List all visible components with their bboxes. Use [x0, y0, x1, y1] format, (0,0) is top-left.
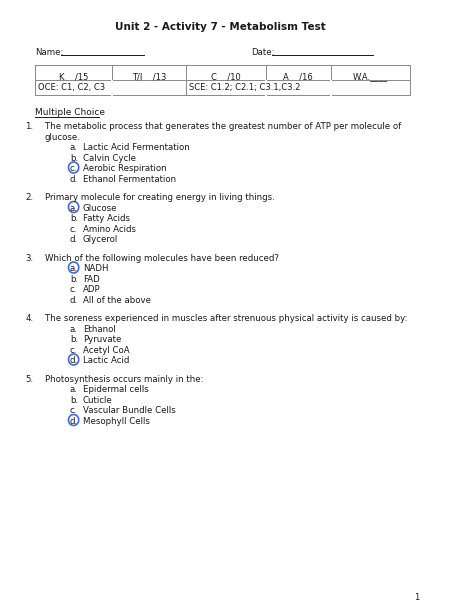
Text: c.: c. — [70, 285, 77, 294]
Text: 1: 1 — [414, 593, 419, 602]
Text: C    /10: C /10 — [210, 72, 240, 81]
Text: SCE: C1.2; C2.1; C3.1,C3.2: SCE: C1.2; C2.1; C3.1,C3.2 — [189, 83, 301, 92]
Text: 1.: 1. — [26, 122, 34, 131]
Text: Name:: Name: — [36, 48, 64, 57]
Text: b.: b. — [70, 153, 78, 162]
Text: glucose.: glucose. — [45, 132, 81, 142]
Text: 2.: 2. — [26, 193, 34, 202]
Text: 5.: 5. — [26, 375, 34, 384]
Text: b.: b. — [70, 214, 78, 223]
Text: Calvin Cycle: Calvin Cycle — [83, 153, 136, 162]
Text: Cuticle: Cuticle — [83, 395, 113, 405]
Text: d.: d. — [70, 356, 78, 365]
Text: K    /15: K /15 — [59, 72, 88, 81]
Text: b.: b. — [70, 335, 78, 344]
Text: c.: c. — [70, 164, 77, 173]
Text: d.: d. — [70, 416, 78, 425]
Text: The metabolic process that generates the greatest number of ATP per molecule of: The metabolic process that generates the… — [45, 122, 401, 131]
Text: Vascular Bundle Cells: Vascular Bundle Cells — [83, 406, 176, 415]
Text: NADH: NADH — [83, 264, 109, 273]
Text: OCE: C1, C2, C3: OCE: C1, C2, C3 — [38, 83, 105, 92]
Text: Ethanol: Ethanol — [83, 324, 116, 333]
Text: Photosynthesis occurs mainly in the:: Photosynthesis occurs mainly in the: — [45, 375, 203, 384]
Text: W.A.____: W.A.____ — [352, 72, 387, 81]
Text: Acetyl CoA: Acetyl CoA — [83, 346, 129, 354]
Text: Lactic Acid: Lactic Acid — [83, 356, 129, 365]
Text: FAD: FAD — [83, 275, 100, 283]
Text: T/I    /13: T/I /13 — [132, 72, 166, 81]
Text: c.: c. — [70, 224, 77, 234]
Text: Epidermal cells: Epidermal cells — [83, 385, 149, 394]
Text: Fatty Acids: Fatty Acids — [83, 214, 130, 223]
Text: c.: c. — [70, 406, 77, 415]
Text: d.: d. — [70, 175, 78, 183]
Text: Unit 2 - Activity 7 - Metabolism Test: Unit 2 - Activity 7 - Metabolism Test — [116, 22, 326, 32]
Text: a.: a. — [70, 264, 78, 273]
Text: a.: a. — [70, 204, 78, 213]
Text: Primary molecule for creating energy in living things.: Primary molecule for creating energy in … — [45, 193, 274, 202]
Text: a.: a. — [70, 385, 78, 394]
Text: Date:: Date: — [252, 48, 275, 57]
Text: d.: d. — [70, 295, 78, 305]
Text: Ethanol Fermentation: Ethanol Fermentation — [83, 175, 176, 183]
Text: Mesophyll Cells: Mesophyll Cells — [83, 416, 150, 425]
Text: Amino Acids: Amino Acids — [83, 224, 136, 234]
Text: d.: d. — [70, 235, 78, 244]
Text: Glycerol: Glycerol — [83, 235, 118, 244]
Text: 4.: 4. — [26, 314, 34, 323]
Text: 3.: 3. — [26, 254, 34, 262]
Text: Lactic Acid Fermentation: Lactic Acid Fermentation — [83, 143, 190, 152]
Text: c.: c. — [70, 346, 77, 354]
Text: b.: b. — [70, 275, 78, 283]
Text: Which of the following molecules have been reduced?: Which of the following molecules have be… — [45, 254, 279, 262]
Text: a.: a. — [70, 143, 78, 152]
Text: Aerobic Respiration: Aerobic Respiration — [83, 164, 166, 173]
Text: Multiple Choice: Multiple Choice — [36, 108, 105, 117]
Text: a.: a. — [70, 324, 78, 333]
Text: Pyruvate: Pyruvate — [83, 335, 121, 344]
Text: A    /16: A /16 — [283, 72, 313, 81]
Text: The soreness experienced in muscles after strenuous physical activity is caused : The soreness experienced in muscles afte… — [45, 314, 407, 323]
Text: b.: b. — [70, 395, 78, 405]
Text: All of the above: All of the above — [83, 295, 151, 305]
Text: Glucose: Glucose — [83, 204, 118, 213]
Text: ADP: ADP — [83, 285, 100, 294]
